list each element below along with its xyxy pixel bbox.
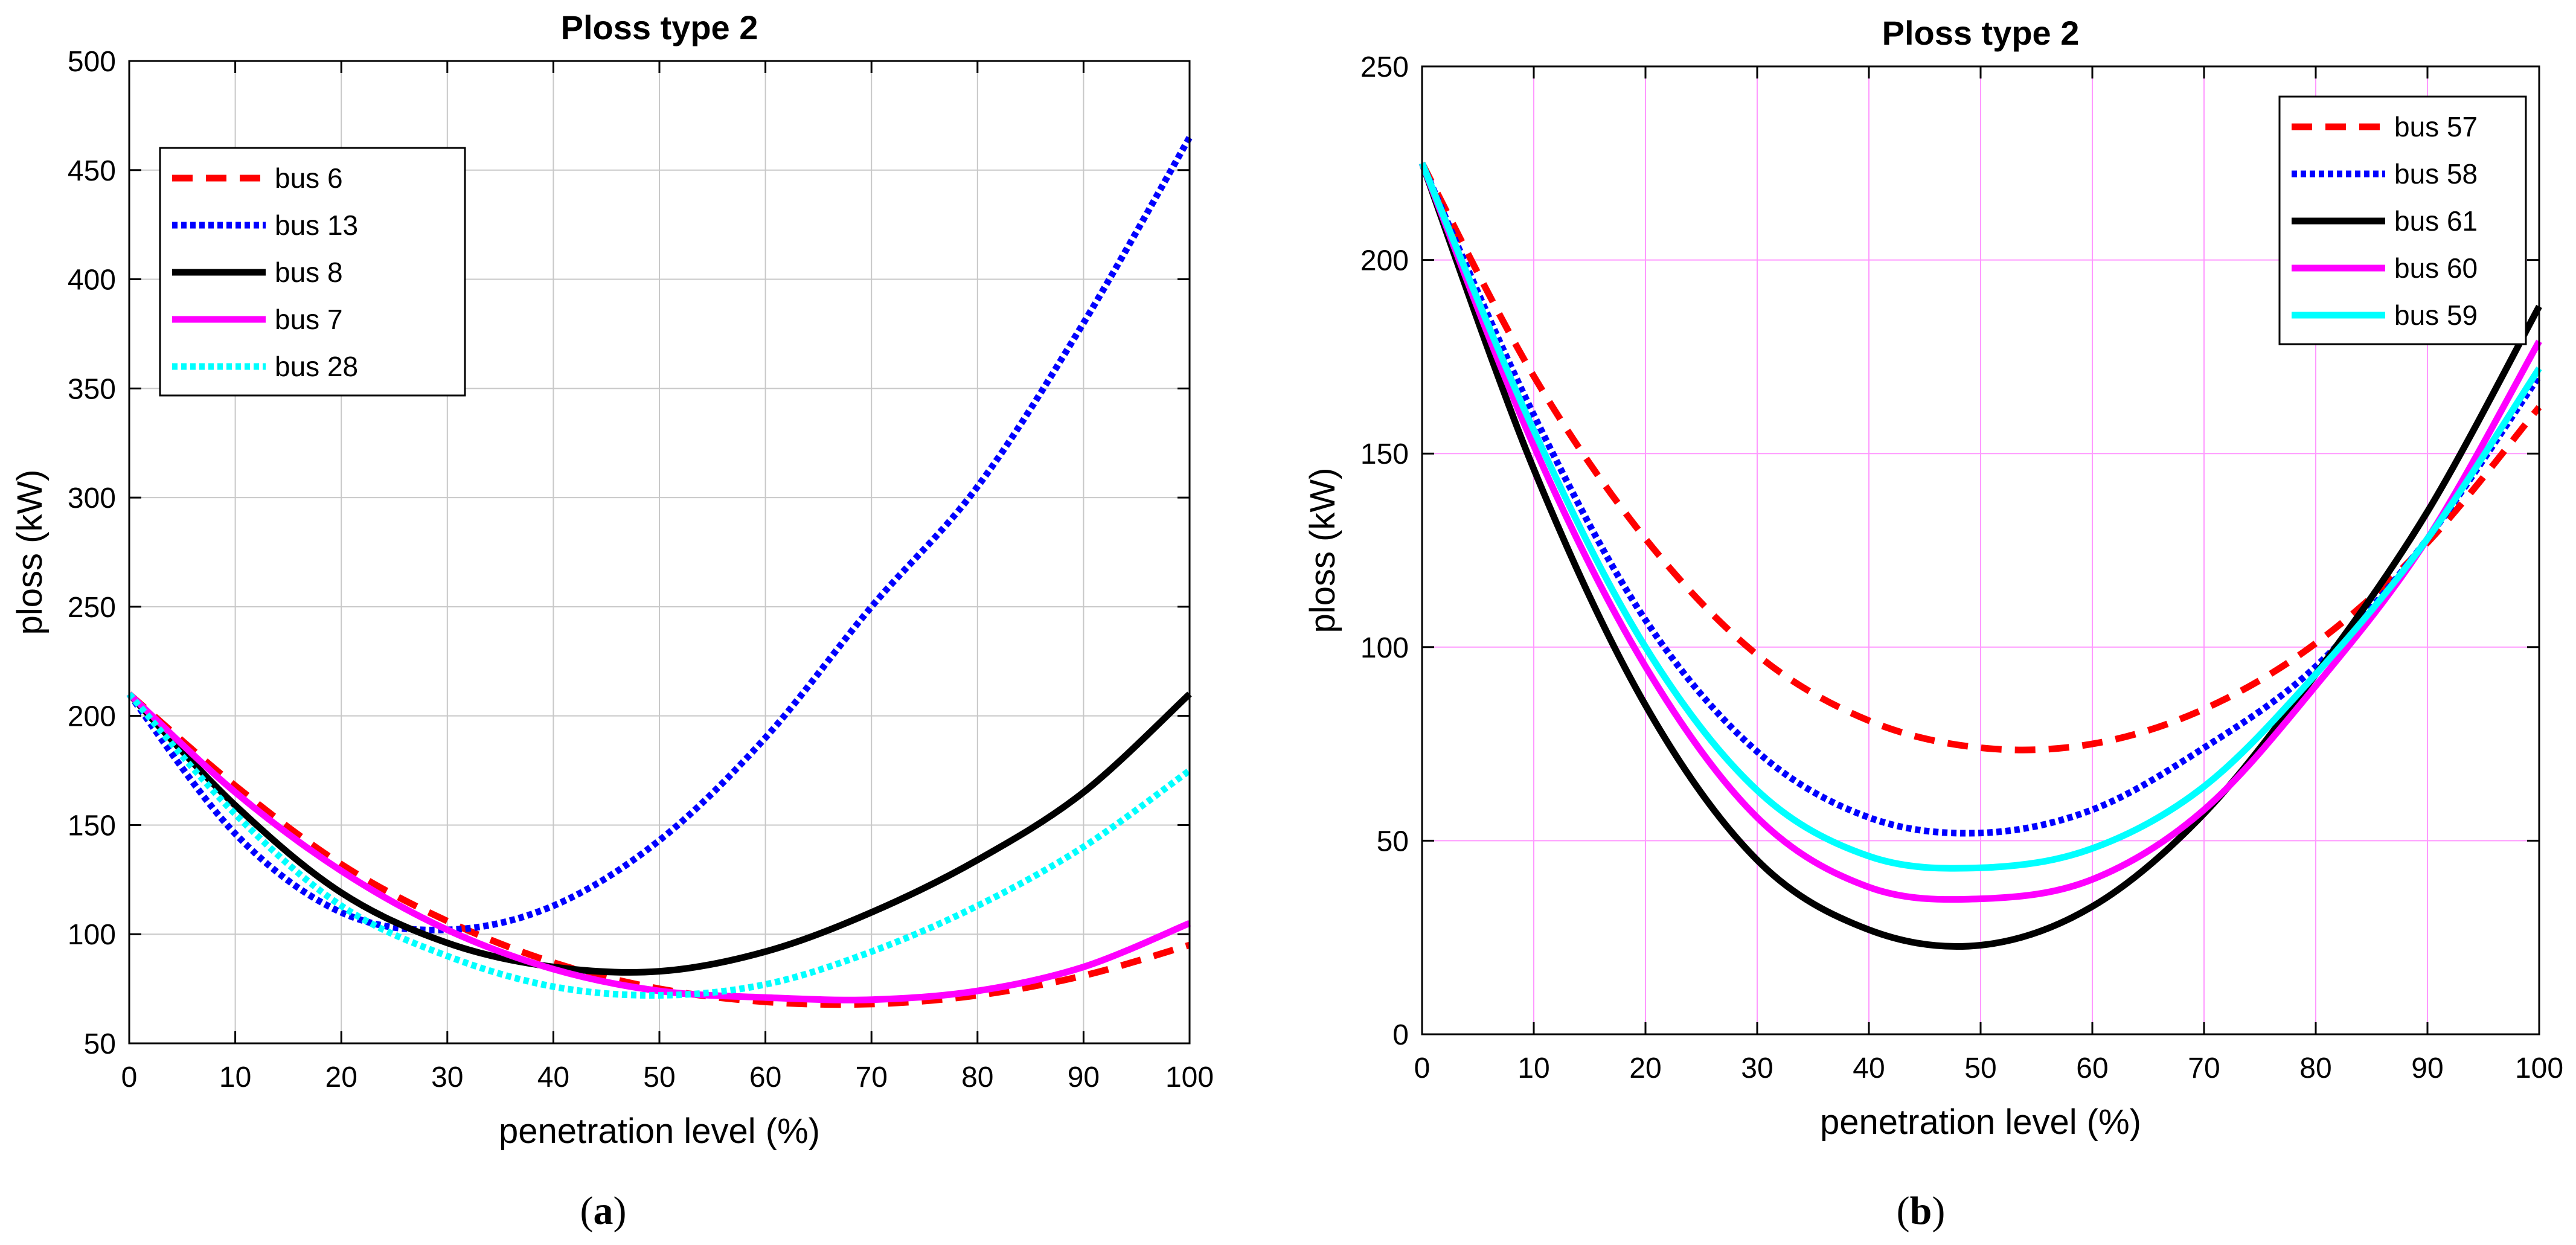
chart-panel-b: 0 10 20 30 40 50 60 70 80 90 100 0 50 100 150 200 250 Plo…: [1303, 14, 2563, 1233]
y-tick-label: 450: [68, 155, 116, 187]
caption-paren-open: (: [580, 1189, 594, 1233]
y-tick-label: 200: [1360, 245, 1409, 277]
x-tick-label: 100: [1165, 1061, 1214, 1093]
x-tick-label: 0: [121, 1061, 138, 1093]
y-tick-label: 100: [1360, 632, 1409, 664]
series-line-bus-60: [1418, 162, 2542, 903]
x-tick-label: 0: [1414, 1052, 1431, 1084]
legend-label: bus 59: [2394, 299, 2478, 331]
legend-label: bus 58: [2394, 158, 2478, 190]
chart-title: Ploss type 2: [1882, 14, 2080, 52]
y-tick-label: 400: [68, 264, 116, 296]
legend: bus 6 bus 13 bus 8 bus 7 bus 28: [159, 147, 466, 397]
series-line-bus-8: [127, 691, 1192, 976]
y-tick-label: 150: [1360, 438, 1409, 470]
y-tick-label: 500: [68, 46, 116, 78]
y-tick-label: 250: [68, 592, 116, 624]
x-tick-label: 100: [2515, 1052, 2563, 1084]
legend-label: bus 57: [2394, 111, 2478, 142]
x-tick-label: 80: [961, 1061, 993, 1093]
x-tick-label: 70: [856, 1061, 888, 1093]
series-line-bus-6: [127, 691, 1191, 1008]
series-line-bus-59: [1418, 162, 2542, 872]
x-tick-label: 30: [1741, 1052, 1773, 1084]
y-tick-label: 50: [1377, 825, 1409, 857]
y-tick-label: 150: [68, 810, 116, 842]
y-axis-label: ploss (kW): [10, 470, 50, 635]
y-tick-label: 100: [68, 919, 116, 951]
caption-paren-close: ): [614, 1189, 627, 1233]
series-line-bus-7: [127, 691, 1191, 1003]
x-tick-label: 10: [1517, 1052, 1549, 1084]
caption-paren-close: ): [1932, 1189, 1945, 1233]
x-tick-label: 70: [2188, 1052, 2220, 1084]
legend-label: bus 13: [275, 210, 358, 241]
x-tick-label: 60: [749, 1061, 781, 1093]
x-tick-label: 50: [1964, 1052, 1996, 1084]
series-line-bus-28: [126, 691, 1192, 999]
panel-caption: (a): [580, 1189, 627, 1233]
x-tick-label: 10: [219, 1061, 251, 1093]
series-line-bus-61: [1418, 162, 2542, 950]
y-tick-label: 0: [1392, 1019, 1409, 1051]
y-tick-label: 200: [68, 701, 116, 733]
x-tick-label: 60: [2076, 1052, 2108, 1084]
x-tick-label: 90: [2411, 1052, 2443, 1084]
x-tick-label: 50: [643, 1061, 675, 1093]
legend-label: bus 8: [275, 257, 343, 288]
panel-caption: (b): [1897, 1189, 1946, 1233]
legend-label: bus 28: [275, 351, 358, 382]
y-tick-label: 50: [84, 1028, 116, 1060]
caption-paren-open: (: [1897, 1189, 1910, 1233]
chart-title: Ploss type 2: [561, 8, 758, 46]
caption-letter: a: [594, 1189, 614, 1233]
x-tick-label: 80: [2299, 1052, 2331, 1084]
x-tick-label: 20: [325, 1061, 357, 1093]
x-axis-label: penetration level (%): [1820, 1103, 2141, 1142]
y-tick-label: 300: [68, 482, 116, 514]
legend: bus 57 bus 58 bus 61 bus 60 bus 59: [2278, 95, 2527, 345]
chart-panel-a: 0 10 20 30 40 50 60 70 80 90 100 50 100 150 200 250 300 3…: [10, 8, 1214, 1233]
y-tick-label: 250: [1360, 51, 1409, 83]
legend-label: bus 60: [2394, 252, 2478, 284]
y-tick-label: 350: [68, 373, 116, 405]
legend-label: bus 7: [275, 304, 343, 335]
legend-label: bus 61: [2394, 205, 2478, 237]
x-tick-label: 40: [537, 1061, 569, 1093]
x-axis-label: penetration level (%): [499, 1112, 820, 1151]
legend-label: bus 6: [275, 162, 343, 194]
x-tick-label: 30: [431, 1061, 463, 1093]
x-tick-label: 90: [1068, 1061, 1100, 1093]
x-tick-label: 40: [1853, 1052, 1885, 1084]
y-axis-label: ploss (kW): [1303, 468, 1342, 633]
caption-letter: b: [1910, 1189, 1932, 1233]
series-line-bus-13: [126, 135, 1193, 933]
x-tick-label: 20: [1629, 1052, 1661, 1084]
